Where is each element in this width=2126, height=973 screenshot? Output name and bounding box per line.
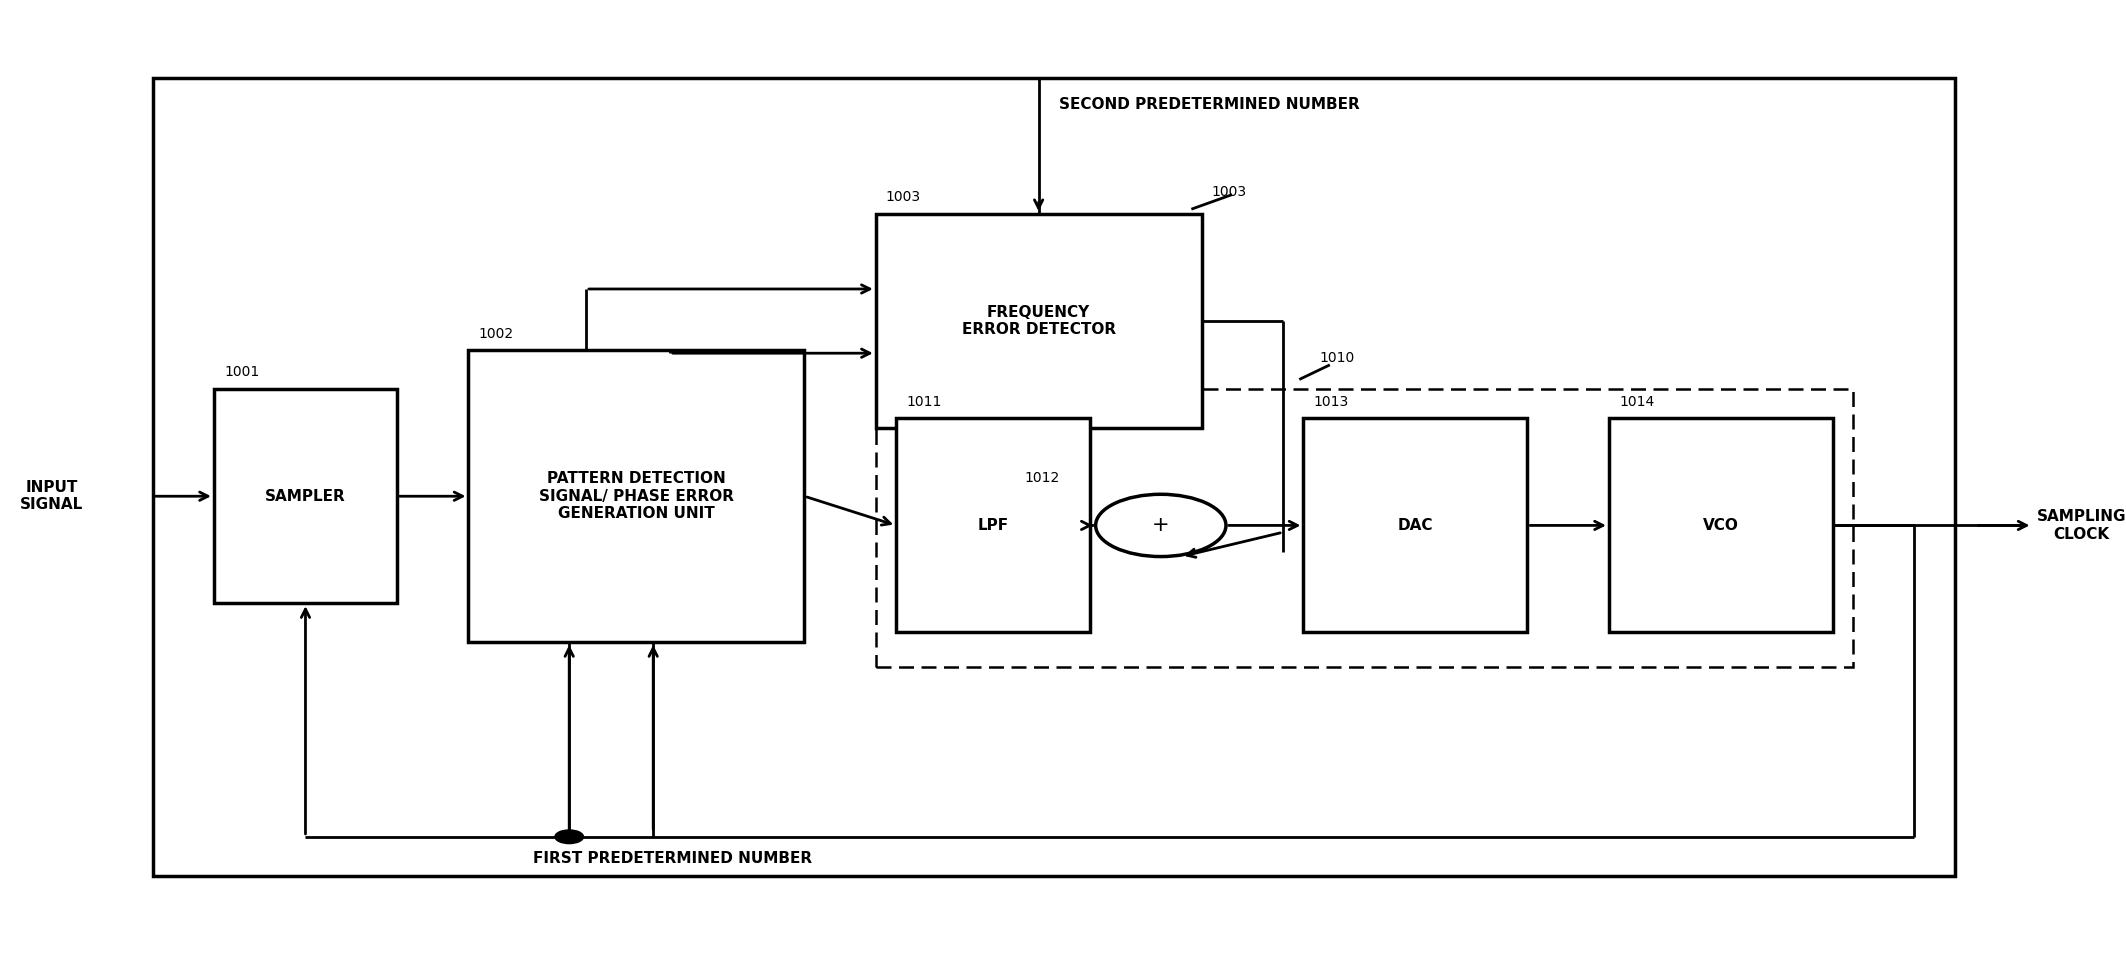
Bar — [876, 389, 1854, 667]
Text: SAMPLING
CLOCK: SAMPLING CLOCK — [2037, 509, 2126, 542]
Circle shape — [555, 830, 583, 844]
Text: INPUT
SIGNAL: INPUT SIGNAL — [21, 480, 83, 513]
Text: SAMPLER: SAMPLER — [266, 488, 347, 504]
Text: 1003: 1003 — [887, 191, 921, 204]
Text: SECOND PREDETERMINED NUMBER: SECOND PREDETERMINED NUMBER — [1059, 97, 1361, 112]
Bar — [153, 78, 1956, 876]
Text: 1011: 1011 — [906, 395, 942, 409]
Text: 1014: 1014 — [1620, 395, 1654, 409]
Text: 1001: 1001 — [223, 366, 259, 379]
Text: DAC: DAC — [1397, 518, 1433, 533]
Circle shape — [1095, 494, 1227, 557]
Bar — [1609, 418, 1833, 632]
Text: 1013: 1013 — [1314, 395, 1348, 409]
Text: FREQUENCY
ERROR DETECTOR: FREQUENCY ERROR DETECTOR — [961, 305, 1116, 338]
Text: 1010: 1010 — [1320, 351, 1354, 365]
Text: 1002: 1002 — [478, 327, 514, 341]
Text: LPF: LPF — [978, 518, 1008, 533]
Text: 1012: 1012 — [1025, 471, 1059, 485]
Text: VCO: VCO — [1703, 518, 1739, 533]
Bar — [468, 350, 804, 642]
Bar — [215, 389, 398, 603]
Text: 1003: 1003 — [1212, 186, 1246, 199]
Text: PATTERN DETECTION
SIGNAL/ PHASE ERROR
GENERATION UNIT: PATTERN DETECTION SIGNAL/ PHASE ERROR GE… — [538, 471, 733, 522]
Bar — [1303, 418, 1526, 632]
Text: FIRST PREDETERMINED NUMBER: FIRST PREDETERMINED NUMBER — [534, 851, 812, 866]
Text: +: + — [1152, 516, 1169, 535]
Bar — [876, 214, 1201, 428]
Bar — [895, 418, 1089, 632]
